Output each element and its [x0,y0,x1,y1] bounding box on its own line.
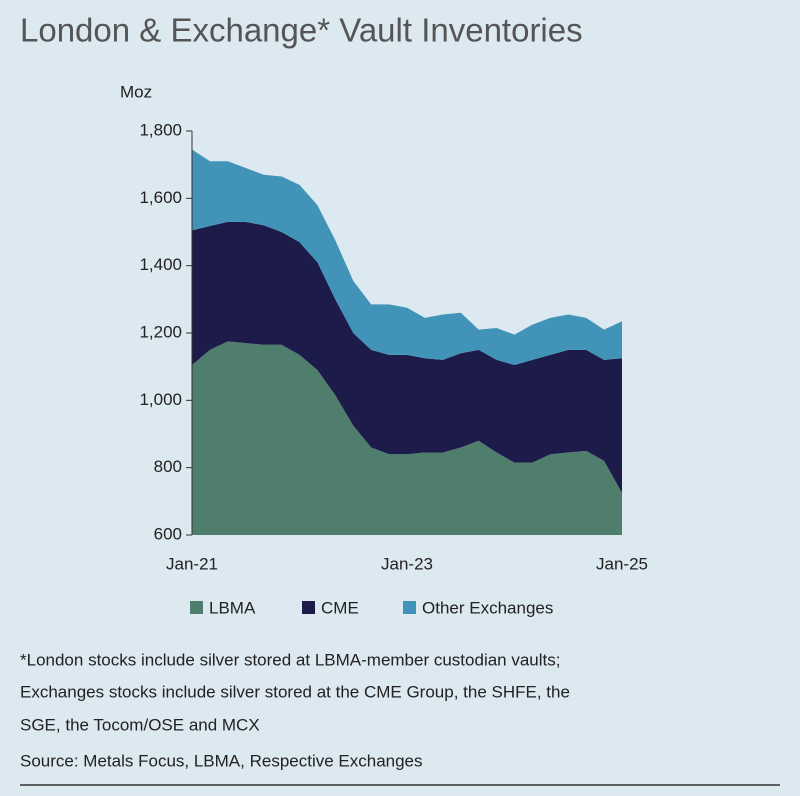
area [192,221,622,493]
y-tick-label: 1,800 [139,120,182,139]
legend-swatch [302,601,315,614]
x-tick-label: Jan-23 [381,554,433,573]
y-tick-label: 1,600 [139,188,182,207]
area [192,149,622,365]
y-axis-label: Moz [120,82,152,101]
x-tick-label: Jan-25 [596,554,648,573]
area [192,341,622,535]
y-tick-label: 600 [154,524,182,543]
footnote: Exchanges stocks include silver stored a… [20,682,570,701]
legend-label: Other Exchanges [422,598,553,617]
footnote: *London stocks include silver stored at … [20,650,560,669]
y-tick-label: 1,000 [139,390,182,409]
y-tick-label: 800 [154,457,182,476]
x-tick-label: Jan-21 [166,554,218,573]
chart-title: London & Exchange* Vault Inventories [20,12,583,49]
legend-label: LBMA [209,598,256,617]
source: Source: Metals Focus, LBMA, Respective E… [20,751,423,770]
footnote: SGE, the Tocom/OSE and MCX [20,715,260,734]
legend-label: CME [321,598,359,617]
y-tick-label: 1,400 [139,255,182,274]
y-tick-label: 1,200 [139,322,182,341]
legend-swatch [190,601,203,614]
legend-swatch [403,601,416,614]
